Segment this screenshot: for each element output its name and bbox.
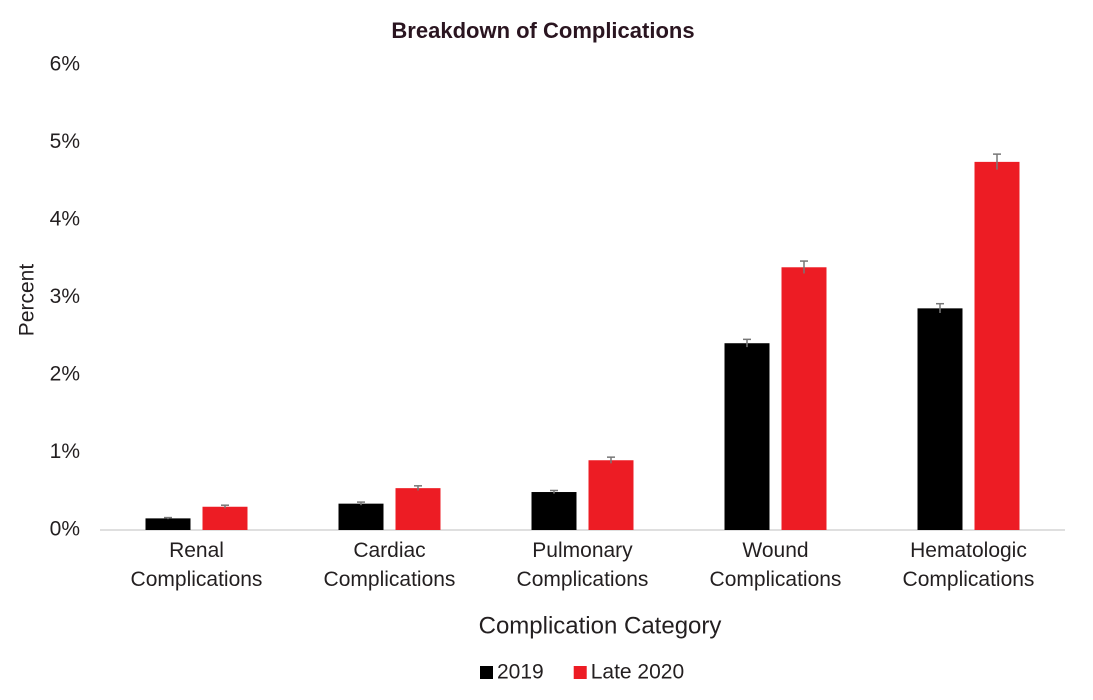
error-bar <box>550 489 558 494</box>
bar <box>531 492 577 530</box>
x-tick-label: Pulmonary Complications <box>517 539 649 591</box>
chart-title: Breakdown of Complications <box>391 18 694 43</box>
y-tick-label: 5% <box>50 130 80 153</box>
error-bar <box>414 485 422 491</box>
x-tick-label: Wound Complications <box>710 539 842 591</box>
x-axis-title: Complication Category <box>479 612 722 639</box>
x-tick-label: Renal Complications <box>131 539 263 591</box>
bar <box>338 503 384 530</box>
x-tick-label: Cardiac Complications <box>324 539 456 591</box>
bar <box>724 343 770 530</box>
bar <box>588 460 634 530</box>
bar <box>917 308 963 530</box>
legend-label: 2019 <box>497 661 544 684</box>
y-tick-label: 2% <box>50 363 80 386</box>
error-bar <box>357 501 365 506</box>
y-tick-label: 1% <box>50 440 80 463</box>
bar <box>781 267 827 530</box>
error-bar <box>800 260 808 274</box>
legend-swatch <box>573 666 587 679</box>
bar <box>395 488 441 530</box>
x-tick-label: Hematologic Complications <box>903 539 1035 591</box>
error-bar <box>164 516 172 520</box>
error-bar <box>936 302 944 313</box>
y-tick-label: 4% <box>50 208 80 231</box>
y-axis-title: Percent <box>16 264 39 337</box>
y-tick-label: 3% <box>50 285 80 308</box>
legend-label: Late 2020 <box>591 661 684 684</box>
bar <box>202 506 248 530</box>
error-bar <box>607 456 615 464</box>
y-tick-label: 6% <box>50 53 80 76</box>
bar <box>974 161 1020 530</box>
error-bar <box>221 504 229 509</box>
legend-swatch <box>480 666 493 679</box>
error-bar <box>743 338 751 348</box>
y-tick-label: 0% <box>50 518 80 541</box>
bar <box>145 518 191 530</box>
error-bar <box>993 153 1001 170</box>
